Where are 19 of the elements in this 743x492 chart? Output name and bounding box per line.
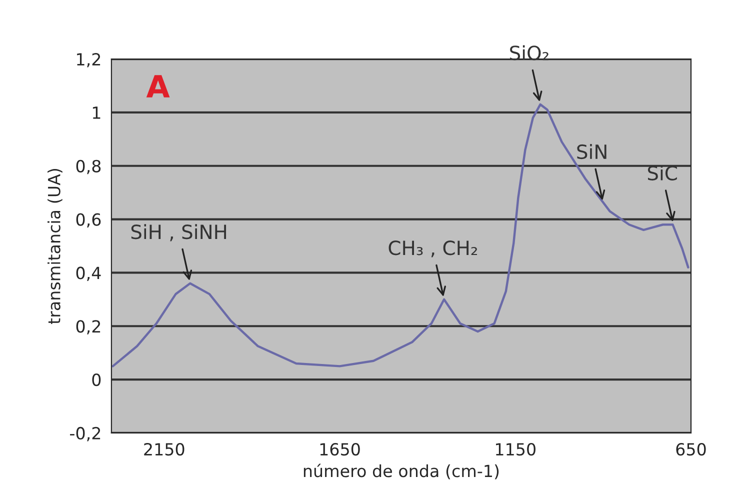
x-tick-label: 1650	[320, 442, 360, 456]
y-tick-label: -0,2	[70, 426, 100, 442]
y-tick-label: 1	[92, 106, 100, 119]
annotation: A	[146, 75, 170, 98]
annotation: SiN	[577, 144, 606, 160]
line-series	[112, 103, 690, 368]
y-tick-label: 0,8	[76, 160, 101, 174]
y-tick-label: 0,6	[76, 213, 101, 228]
x-tick-label: 650	[676, 442, 706, 456]
y-tick-label: 1,2	[77, 53, 100, 68]
y-tick-label: 0	[92, 374, 101, 386]
y-axis-title: transmitancia (UA)	[48, 168, 62, 324]
annotation: SiH , SiNH	[131, 224, 226, 242]
y-tick-label: 0,4	[76, 266, 101, 281]
x-tick-label: 1150	[496, 442, 536, 456]
annotation: CH₃ , CH₂	[388, 240, 477, 258]
x-tick-label: 2150	[144, 442, 184, 456]
y-tick-label: 0,2	[76, 320, 100, 334]
x-axis-title: número de onda (cm-1)	[304, 464, 499, 480]
